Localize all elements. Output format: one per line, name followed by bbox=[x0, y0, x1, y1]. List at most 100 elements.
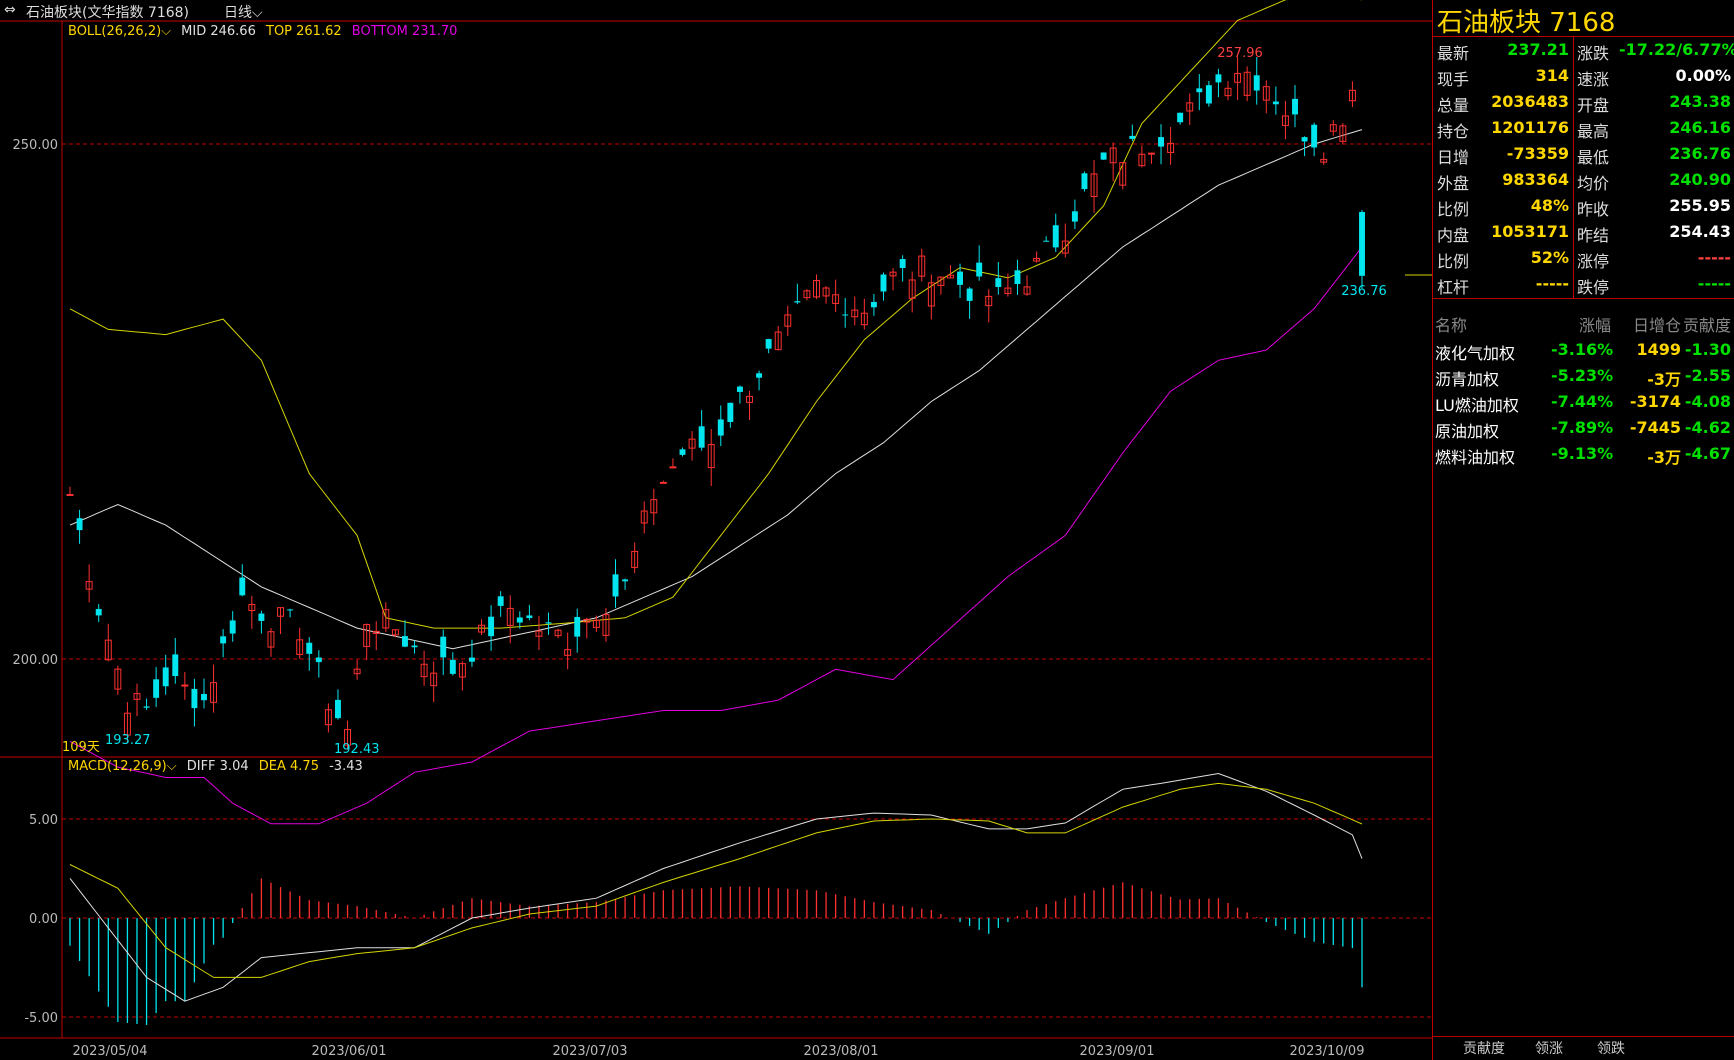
candle-body bbox=[172, 654, 179, 677]
candle bbox=[1301, 136, 1308, 157]
quote-value: ----- bbox=[1697, 248, 1731, 267]
candle bbox=[1359, 210, 1365, 289]
contrib-change: -3.16% bbox=[1551, 340, 1614, 359]
contrib-name: 液化气加权 bbox=[1435, 344, 1516, 363]
candle-body bbox=[1272, 101, 1279, 105]
quote-value: 254.43 bbox=[1669, 222, 1731, 241]
kline-chart[interactable]: 250.00 200.00 5.00 0.00 -5.00 2023/05/04 2023/… bbox=[0, 0, 1432, 1060]
candle bbox=[1052, 213, 1059, 253]
macd-tick-label: 5.00 bbox=[29, 813, 58, 828]
quote-label: 总量 bbox=[1437, 96, 1470, 115]
candle bbox=[947, 265, 954, 279]
candle bbox=[1186, 93, 1194, 126]
candle bbox=[458, 661, 466, 691]
tab-contribution[interactable]: 贡献度 bbox=[1463, 1041, 1505, 1057]
quote-label: 涨跌 bbox=[1577, 44, 1610, 63]
candle bbox=[1043, 236, 1050, 242]
candle-body bbox=[1186, 102, 1194, 112]
date-tick-label: 2023/08/01 bbox=[804, 1044, 879, 1059]
candle bbox=[353, 659, 361, 680]
contrib-row[interactable]: 原油加权 -7.89% -7445 -4.62 bbox=[1433, 418, 1734, 444]
macd-diff: DIFF 3.04 bbox=[186, 759, 249, 774]
candle-body bbox=[411, 645, 418, 648]
col-header-change: 涨幅 bbox=[1578, 316, 1611, 335]
quote-label: 比例 bbox=[1437, 252, 1470, 271]
candle-body bbox=[123, 712, 131, 736]
quote-row: 比例 48% 昨收 255.95 bbox=[1433, 194, 1734, 220]
quote-label: 跌停 bbox=[1577, 278, 1610, 297]
macd-legend[interactable]: MACD(12,26,9)⌵ DIFF 3.04 DEA 4.75 -3.43 bbox=[68, 759, 363, 774]
candle-body bbox=[210, 682, 218, 703]
link-icon[interactable]: ⇔ bbox=[4, 2, 16, 18]
candle bbox=[746, 390, 753, 420]
candle-body bbox=[1052, 225, 1059, 248]
candle-body bbox=[440, 636, 447, 658]
contrib-row[interactable]: 燃料油加权 -9.13% -3万 -4.67 bbox=[1433, 444, 1734, 470]
candle-body bbox=[860, 312, 868, 326]
quote-label: 昨结 bbox=[1577, 226, 1610, 245]
quote-row: 持仓 1201176 最高 246.16 bbox=[1433, 116, 1734, 142]
candle-body bbox=[449, 659, 456, 674]
price-tick-label: 250.00 bbox=[13, 138, 59, 153]
candle bbox=[277, 607, 285, 635]
candle-body bbox=[717, 419, 724, 436]
candle-body bbox=[162, 667, 169, 687]
tab-top-losers[interactable]: 领跌 bbox=[1597, 1041, 1625, 1057]
quote-label: 最新 bbox=[1437, 44, 1470, 63]
tab-top-gainers[interactable]: 领涨 bbox=[1535, 1041, 1563, 1057]
candle bbox=[420, 650, 428, 686]
candle-body bbox=[583, 618, 591, 623]
contrib-row[interactable]: 沥青加权 -5.23% -3万 -2.55 bbox=[1433, 366, 1734, 392]
candle-body bbox=[287, 609, 294, 611]
candle bbox=[411, 640, 418, 654]
candle bbox=[287, 608, 294, 618]
candle bbox=[574, 608, 581, 653]
candle bbox=[669, 458, 677, 469]
quote-row: 现手 314 速涨 0.00% bbox=[1433, 64, 1734, 90]
period-selector[interactable]: 日线⌵ bbox=[224, 2, 263, 22]
candle-body bbox=[324, 709, 332, 726]
boll-legend[interactable]: BOLL(26,26,2)⌵ MID 246.66 TOP 261.62 BOT… bbox=[68, 24, 457, 39]
candle bbox=[335, 689, 341, 720]
candle bbox=[229, 611, 236, 642]
candle-body bbox=[133, 693, 141, 700]
quote-row: 杠杆 ----- 跌停 ----- bbox=[1433, 272, 1734, 298]
candle-body bbox=[756, 373, 763, 378]
candle bbox=[1061, 223, 1069, 258]
candle bbox=[267, 627, 275, 657]
candle bbox=[784, 305, 792, 337]
quote-panel: 石油板块 7168 最新 237.21 涨跌 -17.22/6.77% 现手 314 速涨 0… bbox=[1432, 0, 1734, 1060]
candle bbox=[401, 620, 408, 648]
macd-dea: DEA 4.75 bbox=[258, 759, 319, 774]
candle-body bbox=[592, 619, 600, 628]
candle-body bbox=[688, 438, 696, 449]
candle bbox=[391, 629, 399, 638]
candlesticks bbox=[66, 56, 1365, 750]
price-tick-label: 200.00 bbox=[13, 653, 59, 668]
candle bbox=[296, 627, 304, 659]
candle-body bbox=[564, 649, 572, 656]
candle-body bbox=[995, 278, 1002, 287]
contrib-row[interactable]: LU燃油加权 -7.44% -3174 -4.08 bbox=[1433, 392, 1734, 418]
contrib-row[interactable]: 液化气加权 -3.16% 1499 -1.30 bbox=[1433, 340, 1734, 366]
candle-body bbox=[746, 395, 753, 403]
candle-body bbox=[267, 631, 275, 648]
candle bbox=[143, 698, 150, 710]
boll-label: BOLL(26,26,2) bbox=[68, 24, 162, 39]
candle bbox=[1129, 124, 1136, 142]
candle-body bbox=[1081, 173, 1088, 190]
candle bbox=[592, 615, 600, 632]
candle-body bbox=[382, 609, 390, 629]
col-header-oi-change: 日增仓 bbox=[1632, 316, 1681, 335]
candle bbox=[765, 338, 772, 354]
candle-body bbox=[248, 603, 256, 612]
candle-body bbox=[736, 386, 743, 392]
candle-body bbox=[822, 287, 830, 297]
candle-body bbox=[622, 579, 629, 582]
candle bbox=[526, 604, 533, 621]
contrib-change: -7.89% bbox=[1551, 418, 1614, 437]
candle-body bbox=[727, 402, 734, 422]
candle bbox=[488, 605, 495, 651]
macd-label: MACD(12,26,9) bbox=[68, 759, 167, 774]
candle-body bbox=[95, 608, 102, 616]
